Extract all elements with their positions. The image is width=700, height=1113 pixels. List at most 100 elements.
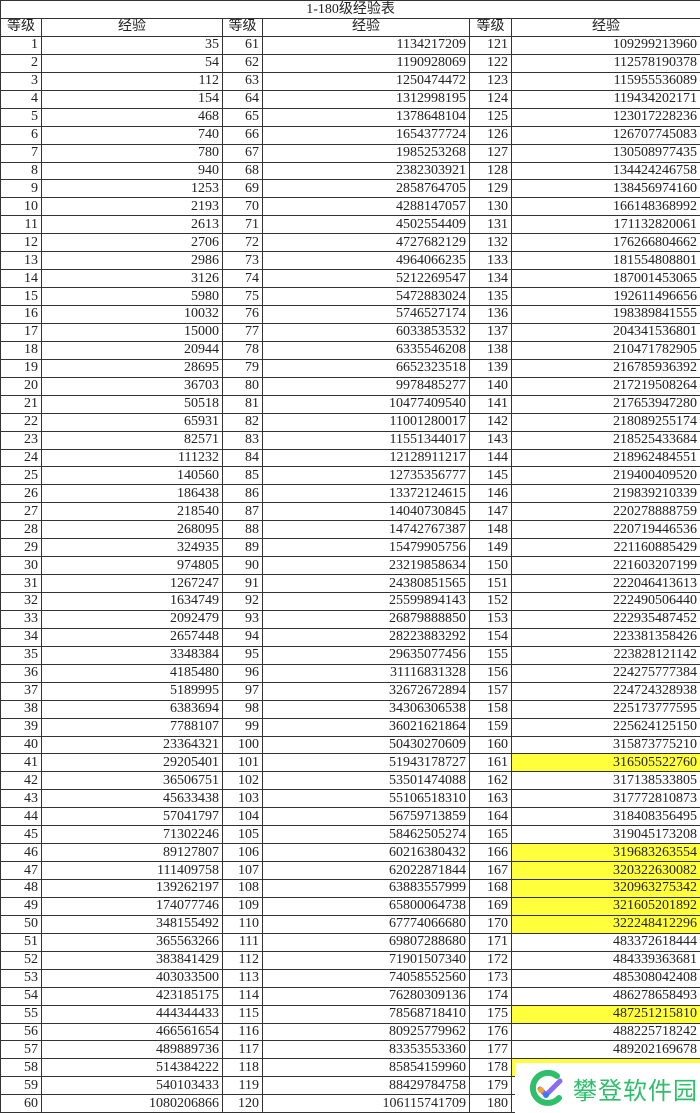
- level-cell: 178: [469, 1058, 512, 1078]
- exp-cell: 29205401: [41, 753, 223, 773]
- level-cell: 12: [0, 233, 42, 253]
- header-exp: 经验: [262, 18, 470, 37]
- exp-cell: 112: [41, 71, 223, 91]
- level-cell: 104: [222, 807, 263, 827]
- level-cell: 82: [222, 412, 263, 432]
- level-cell: 47: [0, 861, 42, 880]
- exp-cell: 1267247: [41, 574, 223, 593]
- table-row: 12 2706 72 4727682129 132 176266804662: [0, 233, 700, 253]
- level-cell: 75: [222, 287, 263, 306]
- level-cell: 64: [222, 89, 263, 109]
- level-cell: 76: [222, 305, 263, 324]
- table-row: 41 29205401 101 51943178727 161 316505522760: [0, 753, 700, 773]
- level-cell: 157: [469, 681, 512, 701]
- exp-cell: 138456974160: [510, 179, 700, 199]
- level-cell: 140: [469, 376, 512, 396]
- level-cell: 152: [469, 592, 512, 611]
- exp-cell: 24380851565: [262, 574, 470, 593]
- level-cell: 19: [0, 358, 42, 378]
- table-row: 10 2193 70 4288147057 130 166148368992: [0, 197, 700, 217]
- level-cell: 132: [469, 233, 512, 253]
- level-cell: 116: [222, 1022, 263, 1042]
- level-cell: 105: [222, 825, 263, 845]
- exp-cell: 316505522760: [510, 753, 700, 773]
- exp-cell: 7788107: [41, 717, 223, 737]
- table-row: 33 2092479 93 26879888850 153 222935487452: [0, 609, 700, 629]
- exp-cell: 74058552560: [262, 968, 470, 988]
- level-cell: 89: [222, 538, 263, 558]
- exp-cell: 220719446536: [510, 520, 700, 540]
- exp-cell: 1634749: [41, 592, 223, 611]
- level-cell: 61: [222, 35, 263, 55]
- exp-cell: 23219858634: [262, 556, 470, 576]
- level-cell: 73: [222, 251, 263, 271]
- exp-cell: 5212269547: [262, 269, 470, 289]
- exp-cell: 1654377724: [262, 125, 470, 145]
- watermark: 攀登软件园: [515, 1063, 700, 1113]
- level-cell: 91: [222, 574, 263, 593]
- exp-cell: 36703: [41, 376, 223, 396]
- exp-cell: 119434202171: [510, 89, 700, 109]
- exp-cell: 89127807: [41, 843, 223, 863]
- level-cell: 144: [469, 448, 512, 468]
- table-row: 3 112 63 1250474472 123 115955536089: [0, 71, 700, 91]
- level-cell: 20: [0, 376, 42, 396]
- level-cell: 40: [0, 735, 42, 755]
- exp-cell: 187001453065: [510, 269, 700, 289]
- level-cell: 134: [469, 269, 512, 289]
- table-row: 6 740 66 1654377724 126 126707745083: [0, 125, 700, 145]
- header-exp: 经验: [510, 18, 700, 37]
- exp-cell: 3348384: [41, 645, 223, 665]
- table-row: 38 6383694 98 34306306538 158 225173777595: [0, 699, 700, 719]
- table-row: 13 2986 73 4964066235 133 181554808801: [0, 251, 700, 271]
- level-cell: 31: [0, 574, 42, 593]
- exp-cell: 2382303921: [262, 161, 470, 181]
- exp-cell: 71901507340: [262, 950, 470, 970]
- level-cell: 164: [469, 807, 512, 827]
- level-cell: 54: [0, 986, 42, 1006]
- exp-cell: 181554808801: [510, 251, 700, 271]
- level-cell: 120: [222, 1094, 263, 1113]
- exp-cell: 83353553360: [262, 1040, 470, 1060]
- level-cell: 117: [222, 1040, 263, 1060]
- level-cell: 84: [222, 448, 263, 468]
- exp-cell: 6033853532: [262, 322, 470, 342]
- exp-cell: 4727682129: [262, 233, 470, 253]
- exp-cell: 5472883024: [262, 287, 470, 306]
- level-cell: 100: [222, 735, 263, 755]
- table-row: 32 1634749 92 25599894143 152 222490506440: [0, 592, 700, 611]
- table-row: 25 140560 85 12735356777 145 219400409520: [0, 466, 700, 486]
- level-cell: 126: [469, 125, 512, 145]
- table-row: 40 23364321 100 50430270609 160 315873775210: [0, 735, 700, 755]
- exp-cell: 2613: [41, 215, 223, 235]
- exp-cell: 58462505274: [262, 825, 470, 845]
- exp-cell: 111409758: [41, 861, 223, 880]
- exp-cell: 28695: [41, 358, 223, 378]
- exp-cell: 324935: [41, 538, 223, 558]
- exp-cell: 140560: [41, 466, 223, 486]
- exp-cell: 219839210339: [510, 484, 700, 504]
- level-cell: 180: [469, 1094, 512, 1113]
- level-cell: 133: [469, 251, 512, 271]
- exp-cell: 15000: [41, 322, 223, 342]
- exp-cell: 540103433: [41, 1076, 223, 1096]
- level-cell: 35: [0, 645, 42, 665]
- level-cell: 124: [469, 89, 512, 109]
- table-row: 42 36506751 102 53501474088 162 317138533805: [0, 771, 700, 791]
- level-cell: 174: [469, 986, 512, 1006]
- table-row: 49 174077746 109 65800064738 169 321605201892: [0, 896, 700, 916]
- level-cell: 65: [222, 107, 263, 127]
- table-row: 11 2613 71 4502554409 131 171132820061: [0, 215, 700, 235]
- exp-cell: 50518: [41, 394, 223, 414]
- level-cell: 96: [222, 663, 263, 683]
- table-row: 5 468 65 1378648104 125 123017228236: [0, 107, 700, 127]
- table-row: 20 36703 80 9978485277 140 217219508264: [0, 376, 700, 396]
- level-cell: 36: [0, 663, 42, 683]
- table-row: 48 139262197 108 63883557999 168 320963275342: [0, 879, 700, 898]
- level-cell: 9: [0, 179, 42, 199]
- level-cell: 39: [0, 717, 42, 737]
- exp-cell: 5746527174: [262, 305, 470, 324]
- exp-cell: 514384222: [41, 1058, 223, 1078]
- table-row: 57 489889736 117 83353553360 177 489202169678: [0, 1040, 700, 1060]
- table-row: 8 940 68 2382303921 128 134424246758: [0, 161, 700, 181]
